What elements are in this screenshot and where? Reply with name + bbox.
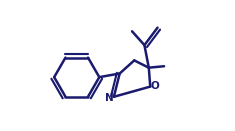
- Text: N: N: [106, 92, 114, 103]
- Text: O: O: [150, 81, 159, 91]
